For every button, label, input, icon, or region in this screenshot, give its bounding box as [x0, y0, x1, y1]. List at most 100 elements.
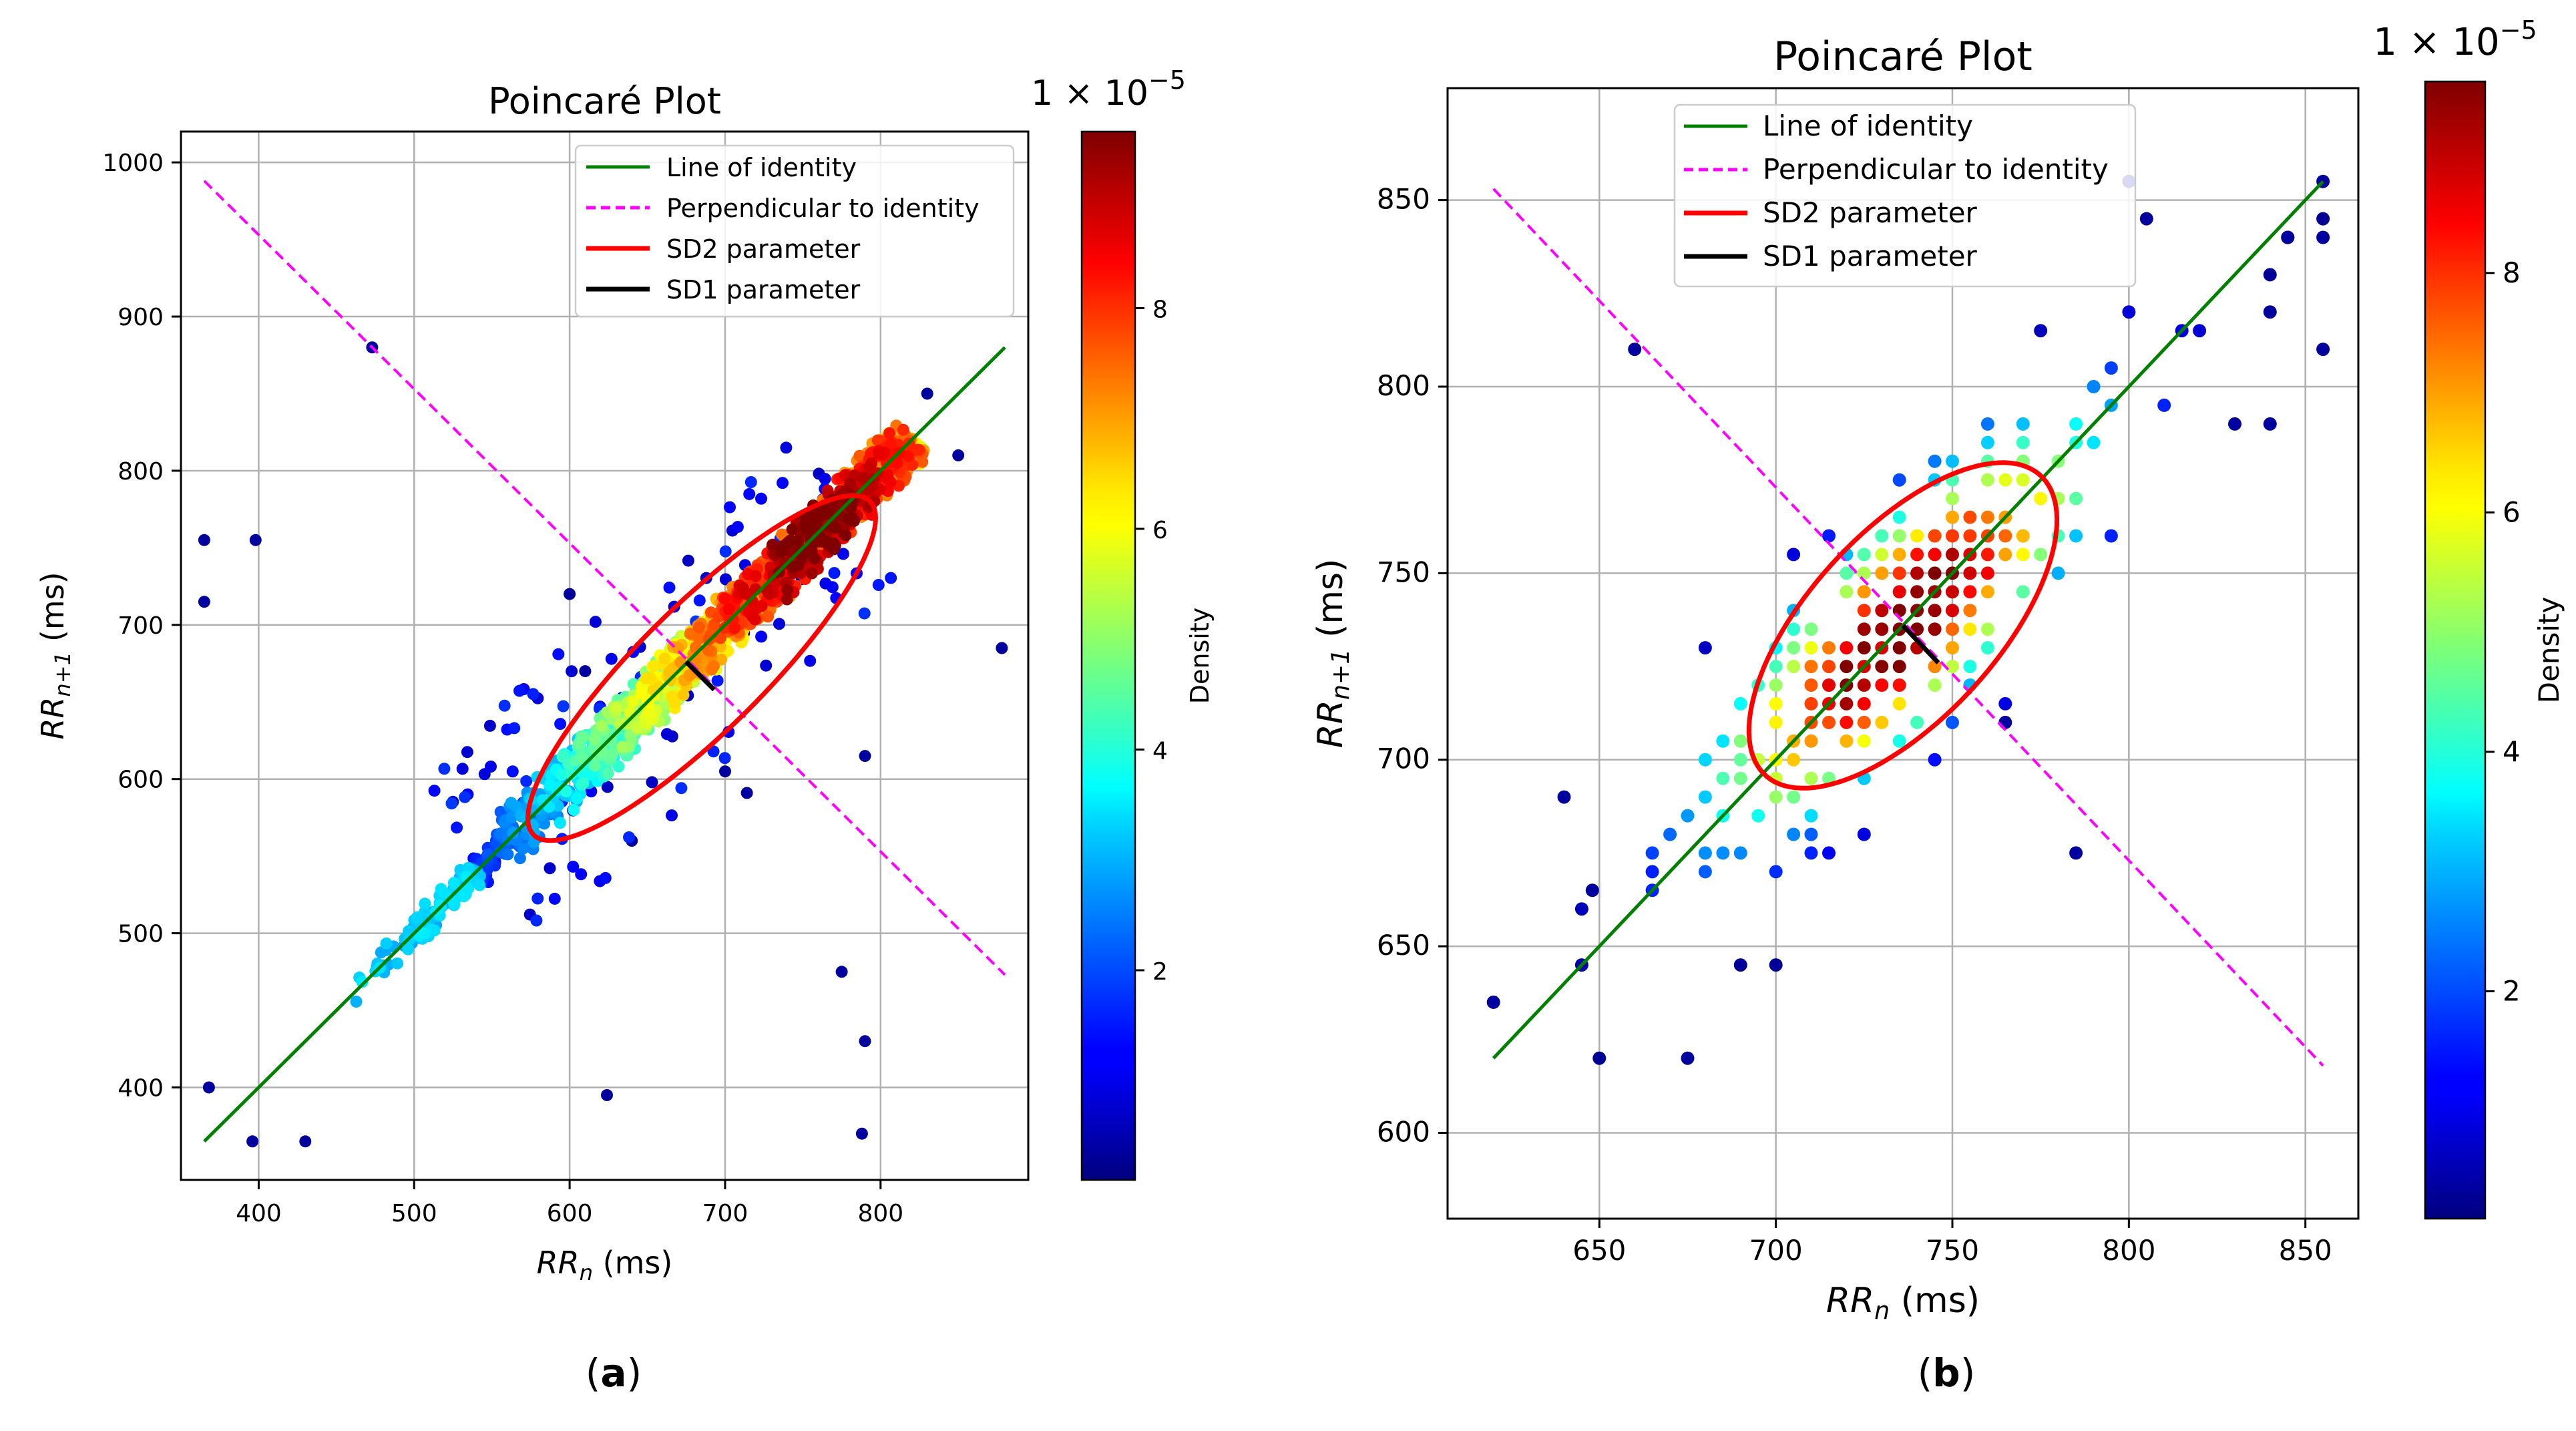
- data-point: [658, 652, 671, 665]
- panel-label: (a): [586, 1350, 642, 1396]
- sd2-ellipse: [1746, 460, 2060, 791]
- data-point: [642, 706, 655, 718]
- data-point: [1857, 604, 1871, 618]
- data-point: [711, 674, 724, 687]
- data-point: [1928, 678, 1942, 692]
- data-point: [2281, 230, 2295, 244]
- data-point: [1928, 548, 1942, 562]
- colorbar-tick-label: 2: [1152, 958, 1168, 986]
- data-point: [579, 665, 592, 678]
- legend-label: Line of identity: [666, 153, 857, 182]
- data-point: [872, 579, 885, 591]
- data-point: [1946, 454, 1959, 468]
- data-point: [863, 462, 875, 474]
- data-point: [544, 779, 556, 791]
- data-point: [812, 536, 825, 548]
- data-point: [2139, 212, 2153, 226]
- data-point: [2263, 268, 2277, 282]
- data-point: [573, 737, 585, 750]
- data-point: [845, 511, 858, 524]
- data-point: [1980, 641, 1994, 655]
- data-point: [693, 632, 705, 645]
- data-point: [506, 765, 519, 778]
- data-point: [718, 592, 731, 605]
- data-point: [1946, 622, 1959, 636]
- data-point: [544, 862, 556, 875]
- data-point: [760, 659, 773, 672]
- data-point: [749, 570, 762, 582]
- data-point: [644, 671, 656, 684]
- data-point: [1628, 343, 1642, 357]
- data-point: [1787, 548, 1801, 562]
- data-point: [952, 449, 965, 461]
- data-point: [556, 769, 568, 781]
- data-point: [602, 767, 614, 779]
- data-point: [792, 534, 805, 547]
- data-point: [1557, 790, 1571, 804]
- data-point: [1998, 529, 2012, 543]
- data-point: [1892, 510, 1906, 524]
- data-point: [1875, 622, 1889, 636]
- data-point: [858, 607, 871, 620]
- data-point: [554, 817, 566, 829]
- data-point: [748, 613, 761, 626]
- data-point: [1980, 417, 1994, 431]
- legend-label: SD1 parameter: [1763, 240, 1978, 272]
- data-point: [461, 746, 473, 759]
- data-point: [1645, 865, 1659, 879]
- data-point: [2034, 324, 2048, 338]
- data-point: [755, 630, 768, 643]
- legend-box: [574, 144, 1015, 318]
- data-point: [520, 775, 533, 787]
- data-point: [548, 892, 561, 905]
- data-point: [1645, 846, 1659, 860]
- data-point: [411, 911, 423, 924]
- data-point: [2157, 398, 2171, 412]
- data-point: [872, 447, 885, 460]
- data-point: [616, 741, 629, 753]
- data-point: [1946, 641, 1959, 655]
- data-point: [736, 582, 749, 594]
- data-point: [1892, 548, 1906, 562]
- data-point: [249, 534, 262, 546]
- x-tick-label: 700: [702, 1200, 748, 1227]
- data-point: [1804, 827, 1818, 841]
- data-point: [1946, 510, 1959, 524]
- data-point: [777, 477, 789, 489]
- data-point: [2016, 548, 2030, 562]
- data-point: [660, 728, 673, 741]
- data-point: [2016, 585, 2030, 599]
- data-point: [767, 538, 779, 551]
- data-point: [1963, 604, 1977, 618]
- x-tick-label: 800: [857, 1200, 903, 1227]
- data-point: [2016, 417, 2030, 431]
- data-point: [1980, 566, 1994, 580]
- data-point: [1946, 604, 1959, 618]
- data-point: [897, 423, 909, 436]
- data-point: [719, 545, 732, 558]
- data-point: [714, 632, 726, 644]
- data-point: [1980, 473, 1994, 487]
- colorbar-label: Density: [1185, 608, 1215, 704]
- y-tick-label: 750: [1377, 556, 1430, 588]
- data-point: [740, 787, 753, 799]
- data-point: [2316, 212, 2330, 226]
- x-tick-label: 800: [2102, 1234, 2155, 1267]
- data-point: [707, 660, 720, 672]
- data-point: [1769, 660, 1783, 674]
- chart-title: Poincaré Plot: [488, 80, 721, 122]
- data-point: [623, 831, 635, 843]
- perpendicular-line: [1492, 188, 2324, 1067]
- data-point: [508, 722, 521, 735]
- data-point: [513, 852, 526, 865]
- data-point: [498, 699, 511, 712]
- data-point: [566, 665, 578, 678]
- data-point: [1980, 585, 1994, 599]
- data-point: [1980, 622, 1994, 636]
- data-point: [1857, 678, 1871, 692]
- data-point: [684, 628, 696, 640]
- data-point: [1698, 865, 1712, 879]
- data-point: [1822, 678, 1836, 692]
- data-point: [648, 660, 660, 672]
- data-point: [2087, 380, 2101, 393]
